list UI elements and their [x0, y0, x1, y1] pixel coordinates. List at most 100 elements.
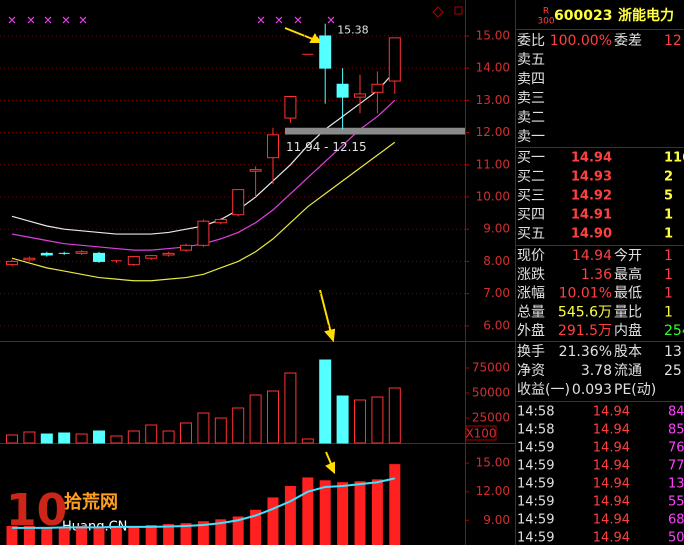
- corner-icon: [432, 6, 444, 18]
- y-tick-label: 12.00: [476, 484, 510, 498]
- tick-price: 14.94: [593, 459, 630, 474]
- y-tick-label: 9.00: [483, 222, 510, 236]
- quote-value: 100.00%: [550, 33, 612, 49]
- ask-label: 卖一: [517, 129, 545, 145]
- quote-label: PE(动): [614, 382, 656, 398]
- volume-bar: [145, 424, 158, 444]
- volume-bar: [197, 412, 210, 444]
- y-tick-label: 7.00: [483, 286, 510, 300]
- tick-price: 14.94: [593, 477, 630, 492]
- tick-price: 14.94: [593, 441, 630, 456]
- indicator-bar: [41, 526, 53, 545]
- quote-label: 委比: [517, 33, 545, 49]
- indicator-bar: [6, 525, 18, 545]
- indicator-bar: [23, 525, 35, 545]
- indicator-line: [12, 477, 396, 529]
- volume-bar: [232, 407, 245, 444]
- tick-volume: 50: [668, 531, 684, 545]
- volume-bar: [319, 359, 332, 444]
- quote-label: 最高: [614, 266, 642, 283]
- tick-volume: 84: [668, 405, 684, 420]
- price-gap: [285, 127, 465, 135]
- unit-box: [465, 425, 497, 441]
- y-tick-label: 12.00: [476, 125, 510, 139]
- quote-value: 291.5万: [558, 323, 612, 339]
- bid-price: 14.90: [571, 227, 612, 242]
- quote-label: 现价: [517, 248, 545, 264]
- ask-label: 卖四: [517, 71, 545, 87]
- bid-price: 14.94: [571, 151, 612, 166]
- bid-volume: 5: [664, 189, 673, 204]
- volume-bar: [354, 399, 366, 444]
- quote-value: 13: [664, 344, 682, 360]
- bid-label: 买三: [517, 188, 545, 204]
- candle-body: [336, 83, 349, 98]
- quote-value: 1: [664, 267, 673, 283]
- ask-label: 卖五: [517, 52, 545, 68]
- y-tick-label: 15.00: [476, 28, 510, 42]
- indicator-bar: [250, 509, 262, 545]
- volume-bar: [388, 387, 401, 444]
- quote-label: 流通: [614, 363, 642, 379]
- quote-label: 涨跌: [517, 267, 545, 283]
- ask-label: 卖三: [517, 91, 545, 107]
- y-tick-label: 11.00: [476, 157, 510, 171]
- quote-value: 12: [664, 33, 682, 49]
- y-tick-label: 9.00: [483, 513, 510, 527]
- quote-label: 委差: [614, 33, 642, 49]
- quote-label: 外盘: [517, 322, 545, 339]
- tick-time: 14:59: [517, 531, 554, 545]
- tick-price: 14.94: [593, 423, 630, 438]
- indicator-bar: [110, 526, 122, 545]
- candle-body: [127, 256, 140, 266]
- quote-label: 股本: [614, 344, 642, 360]
- candle-body: [388, 37, 401, 82]
- tick-price: 14.94: [593, 531, 630, 545]
- candle-body: [23, 257, 36, 261]
- tick-price: 14.94: [593, 513, 630, 528]
- indicator-bar: [284, 486, 296, 545]
- candle-body: [371, 83, 384, 93]
- volume-bar: [23, 431, 36, 444]
- y-tick-label: 8.00: [483, 254, 510, 268]
- quote-value: 545.6万: [558, 304, 612, 320]
- tick-volume: 68: [668, 513, 684, 528]
- signal-markers: [8, 16, 335, 24]
- volume-bar: [40, 433, 53, 444]
- volume-bar: [336, 395, 349, 444]
- candle-body: [284, 95, 297, 119]
- y-tick-label: 14.00: [476, 61, 510, 75]
- quote-value: 14.94: [572, 248, 612, 264]
- annotation-arrows: [284, 27, 336, 475]
- tick-time: 14:59: [517, 441, 554, 456]
- y-tick-label: 50000: [472, 386, 510, 400]
- candle-body: [232, 189, 245, 216]
- high-label: 15.38: [337, 24, 369, 37]
- volume-bar: [127, 430, 140, 444]
- indicator-bar: [319, 480, 331, 545]
- indicator-bar: [215, 519, 227, 545]
- watermark-site: 拾荒网: [64, 491, 118, 513]
- quote-value: 1: [664, 248, 673, 264]
- bid-label: 买一: [517, 150, 545, 166]
- candle-body: [180, 244, 192, 251]
- candle-body: [75, 251, 88, 254]
- volume-bar: [371, 396, 384, 444]
- volume-bar: [110, 435, 123, 444]
- volume-bar: [301, 438, 314, 444]
- candle-body: [354, 93, 366, 98]
- quote-label: 量比: [614, 304, 642, 320]
- bid-volume: 116: [664, 151, 684, 166]
- quote-label: 内盘: [614, 322, 642, 339]
- tick-volume: 77: [668, 459, 684, 474]
- tick-time: 14:59: [517, 477, 554, 492]
- stock-code: 600023: [554, 8, 612, 24]
- tick-time: 14:59: [517, 459, 554, 474]
- y-tick-label: 6.00: [483, 318, 510, 332]
- bid-price: 14.93: [571, 170, 612, 185]
- stock-name: 浙能电力: [618, 7, 674, 24]
- candle-body: [214, 219, 227, 224]
- candle-body: [93, 252, 105, 262]
- moving-average: [11, 141, 396, 282]
